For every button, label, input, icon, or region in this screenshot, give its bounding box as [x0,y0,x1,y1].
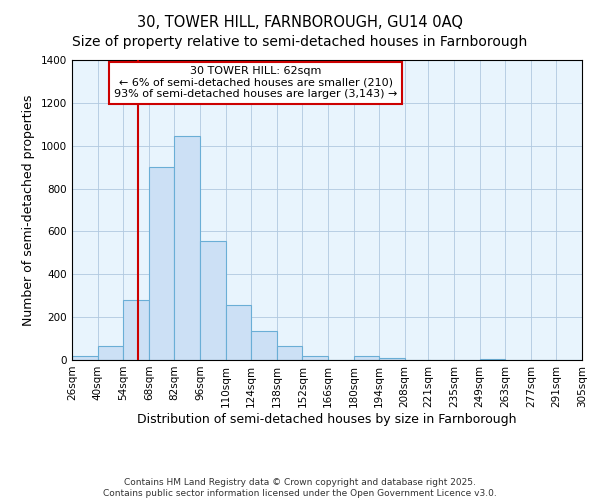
Bar [353,356,379,360]
X-axis label: Distribution of semi-detached houses by size in Farnborough: Distribution of semi-detached houses by … [137,412,517,426]
Text: Contains HM Land Registry data © Crown copyright and database right 2025.
Contai: Contains HM Land Registry data © Crown c… [103,478,497,498]
Bar [251,331,277,360]
Text: 30 TOWER HILL: 62sqm
← 6% of semi-detached houses are smaller (210)
93% of semi-: 30 TOWER HILL: 62sqm ← 6% of semi-detach… [114,66,397,99]
Bar [277,346,302,360]
Bar [302,356,328,360]
Bar [149,167,175,360]
Bar [175,136,200,360]
Bar [123,300,149,360]
Bar [479,359,505,360]
Text: Size of property relative to semi-detached houses in Farnborough: Size of property relative to semi-detach… [73,35,527,49]
Bar [379,358,404,360]
Bar [200,241,226,360]
Text: 30, TOWER HILL, FARNBOROUGH, GU14 0AQ: 30, TOWER HILL, FARNBOROUGH, GU14 0AQ [137,15,463,30]
Bar [98,346,123,360]
Bar [226,306,251,360]
Bar [72,356,98,360]
Y-axis label: Number of semi-detached properties: Number of semi-detached properties [22,94,35,326]
